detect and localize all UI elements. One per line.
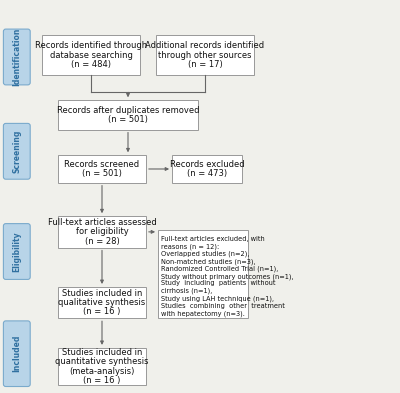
Bar <box>158 230 248 318</box>
Text: Study using LAH technique (n=1),: Study using LAH technique (n=1), <box>161 295 274 302</box>
Text: Records excluded: Records excluded <box>170 160 244 169</box>
Text: (n = 28): (n = 28) <box>85 237 119 246</box>
Text: Records after duplicates removed: Records after duplicates removed <box>57 106 199 115</box>
Text: Studies included in: Studies included in <box>62 348 142 357</box>
FancyBboxPatch shape <box>4 29 30 85</box>
Text: (n = 16 ): (n = 16 ) <box>83 376 121 385</box>
Text: (meta-analysis): (meta-analysis) <box>69 367 135 376</box>
Text: Studies included in: Studies included in <box>62 289 142 298</box>
Text: Study without primary outcomes (n=1),: Study without primary outcomes (n=1), <box>161 273 294 279</box>
Bar <box>58 348 146 385</box>
Text: (n = 501): (n = 501) <box>82 169 122 178</box>
Text: (n = 501): (n = 501) <box>108 115 148 124</box>
Text: Records identified through: Records identified through <box>35 41 147 50</box>
Text: with hepatectomy (n=3).: with hepatectomy (n=3). <box>161 310 245 317</box>
Text: (n = 484): (n = 484) <box>71 60 111 69</box>
Text: for eligibility: for eligibility <box>76 228 128 236</box>
Text: cirrhosis (n=1),: cirrhosis (n=1), <box>161 288 212 294</box>
Bar <box>156 35 254 75</box>
Text: Full-text articles assessed: Full-text articles assessed <box>48 218 156 227</box>
Bar <box>172 155 242 183</box>
Bar <box>58 216 146 248</box>
Bar <box>58 155 146 183</box>
Text: Overlapped studies (n=2),: Overlapped studies (n=2), <box>161 251 250 257</box>
Text: Full-text articles excluded, with: Full-text articles excluded, with <box>161 236 265 242</box>
Text: Studies  combining  other  treatment: Studies combining other treatment <box>161 303 285 309</box>
Text: reasons (n = 12):: reasons (n = 12): <box>161 243 220 250</box>
Text: Screening: Screening <box>12 130 21 173</box>
Text: quantitative synthesis: quantitative synthesis <box>55 357 149 366</box>
Text: Study  including  patients  without: Study including patients without <box>161 281 276 286</box>
Text: (n = 17): (n = 17) <box>188 60 222 69</box>
Bar <box>42 35 140 75</box>
Text: through other sources: through other sources <box>158 51 252 59</box>
Text: Identification: Identification <box>12 28 21 86</box>
FancyBboxPatch shape <box>4 321 30 387</box>
Text: Additional records identified: Additional records identified <box>146 41 264 50</box>
Text: qualitative synthesis: qualitative synthesis <box>58 298 146 307</box>
Bar <box>58 100 198 130</box>
Text: (n = 16 ): (n = 16 ) <box>83 307 121 316</box>
Text: database searching: database searching <box>50 51 132 59</box>
Text: Eligibility: Eligibility <box>12 231 21 272</box>
Text: Included: Included <box>12 335 21 373</box>
Text: Non-matched studies (n=3),: Non-matched studies (n=3), <box>161 258 256 264</box>
FancyBboxPatch shape <box>4 224 30 279</box>
Bar <box>58 287 146 318</box>
Text: Records screened: Records screened <box>64 160 140 169</box>
Text: Randomized Controlled Trial (n=1),: Randomized Controlled Trial (n=1), <box>161 266 278 272</box>
FancyBboxPatch shape <box>4 123 30 179</box>
Text: (n = 473): (n = 473) <box>187 169 227 178</box>
